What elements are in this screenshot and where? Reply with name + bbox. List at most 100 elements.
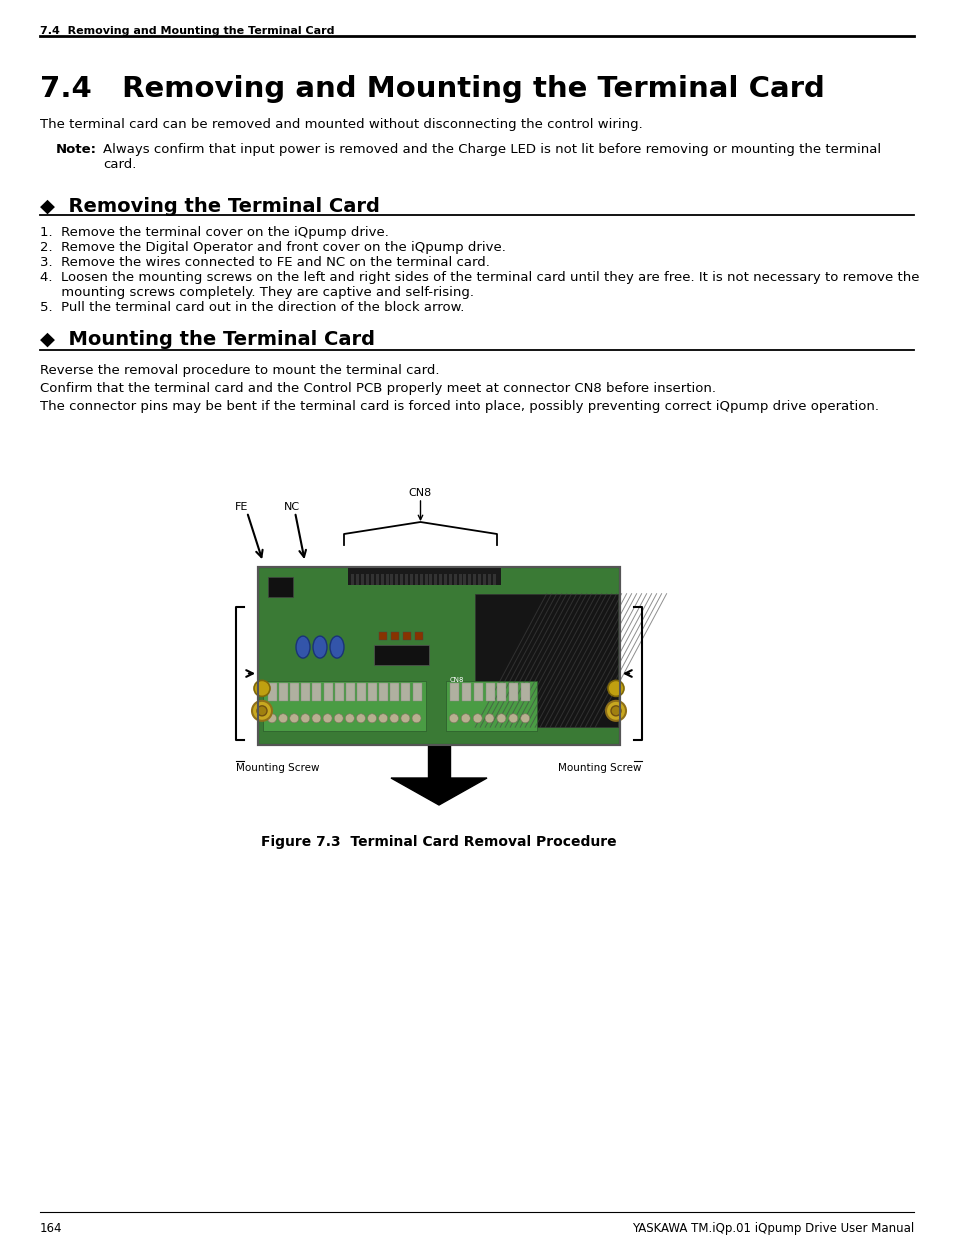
Circle shape [412, 714, 420, 722]
Bar [399, 574, 403, 585]
Text: Reverse the removal procedure to mount the terminal card.: Reverse the removal procedure to mount t… [40, 364, 439, 377]
Text: CN8: CN8 [409, 488, 432, 498]
Circle shape [484, 714, 494, 722]
Text: CN8: CN8 [450, 677, 464, 683]
Text: ◆  Removing the Terminal Card: ◆ Removing the Terminal Card [40, 198, 379, 216]
Bar [446, 680, 537, 731]
Circle shape [605, 700, 625, 721]
Circle shape [610, 706, 620, 716]
Bar [301, 683, 310, 700]
Bar [468, 574, 471, 585]
Bar [463, 574, 466, 585]
Bar [290, 683, 299, 700]
Bar [450, 683, 458, 700]
Text: ◆  Mounting the Terminal Card: ◆ Mounting the Terminal Card [40, 330, 375, 350]
Bar [401, 683, 410, 700]
Bar [361, 574, 364, 585]
Circle shape [267, 714, 276, 722]
Polygon shape [391, 778, 486, 805]
Circle shape [367, 714, 376, 722]
Circle shape [278, 714, 287, 722]
Bar [378, 683, 388, 700]
Bar [313, 683, 321, 700]
Circle shape [607, 680, 623, 697]
Circle shape [356, 714, 365, 722]
Bar [268, 683, 276, 700]
Bar [395, 574, 398, 585]
Bar [268, 577, 293, 597]
Bar [449, 574, 452, 585]
Bar [497, 683, 506, 700]
Bar [412, 683, 421, 700]
Bar [482, 574, 485, 585]
Bar [390, 683, 399, 700]
Circle shape [253, 680, 270, 697]
Text: 1.  Remove the terminal cover on the iQpump drive.: 1. Remove the terminal cover on the iQpu… [40, 226, 389, 240]
Circle shape [256, 706, 267, 716]
Bar [443, 574, 447, 585]
Bar [391, 632, 398, 640]
Bar [346, 683, 355, 700]
Circle shape [497, 714, 505, 722]
Bar [509, 683, 517, 700]
Bar [257, 567, 619, 745]
Text: YASKAWA TM.iQp.01 iQpump Drive User Manual: YASKAWA TM.iQp.01 iQpump Drive User Manu… [631, 1221, 913, 1235]
Bar [492, 574, 496, 585]
Bar [410, 574, 413, 585]
Text: 3.  Remove the wires connected to FE and NC on the terminal card.: 3. Remove the wires connected to FE and … [40, 256, 489, 269]
Bar [424, 574, 427, 585]
Bar [335, 683, 343, 700]
Bar [366, 574, 369, 585]
Bar [405, 574, 408, 585]
Text: 164: 164 [40, 1221, 63, 1235]
Bar [487, 574, 490, 585]
Bar [429, 574, 432, 585]
Bar [351, 574, 355, 585]
Bar [279, 683, 288, 700]
Bar [323, 683, 333, 700]
Bar [461, 683, 470, 700]
Bar [375, 574, 378, 585]
Ellipse shape [313, 636, 327, 658]
Circle shape [449, 714, 457, 722]
Text: mounting screws completely. They are captive and self-rising.: mounting screws completely. They are cap… [40, 287, 474, 299]
Bar [371, 574, 374, 585]
Bar [390, 574, 393, 585]
Text: Mounting Screw: Mounting Screw [235, 763, 319, 773]
Bar [454, 574, 456, 585]
Circle shape [508, 714, 517, 722]
Text: The connector pins may be bent if the terminal card is forced into place, possib: The connector pins may be bent if the te… [40, 400, 878, 412]
Circle shape [378, 714, 387, 722]
Text: Note:: Note: [56, 143, 97, 156]
Bar [419, 574, 422, 585]
Bar [473, 683, 482, 700]
Circle shape [400, 714, 410, 722]
Circle shape [473, 714, 481, 722]
Bar [434, 574, 436, 585]
Text: 7.4   Removing and Mounting the Terminal Card: 7.4 Removing and Mounting the Terminal C… [40, 75, 824, 103]
Circle shape [300, 714, 310, 722]
Bar [374, 645, 429, 664]
Circle shape [290, 714, 298, 722]
Text: NC: NC [284, 501, 300, 513]
Bar [458, 574, 461, 585]
Polygon shape [428, 745, 450, 778]
Bar [477, 574, 480, 585]
Text: 4.  Loosen the mounting screws on the left and right sides of the terminal card : 4. Loosen the mounting screws on the lef… [40, 270, 919, 284]
Bar [380, 574, 383, 585]
Text: Always confirm that input power is removed and the Charge LED is not lit before : Always confirm that input power is remov… [103, 143, 881, 156]
Bar [368, 683, 376, 700]
Text: 5.  Pull the terminal card out in the direction of the block arrow.: 5. Pull the terminal card out in the dir… [40, 301, 464, 314]
Circle shape [323, 714, 332, 722]
Circle shape [252, 700, 272, 721]
Bar [356, 683, 366, 700]
Bar [475, 594, 618, 727]
Bar [378, 632, 386, 640]
Circle shape [390, 714, 398, 722]
Bar [438, 574, 441, 585]
Text: 2.  Remove the Digital Operator and front cover on the iQpump drive.: 2. Remove the Digital Operator and front… [40, 241, 505, 254]
Bar [263, 680, 425, 731]
Bar [520, 683, 530, 700]
Circle shape [334, 714, 343, 722]
Circle shape [520, 714, 529, 722]
